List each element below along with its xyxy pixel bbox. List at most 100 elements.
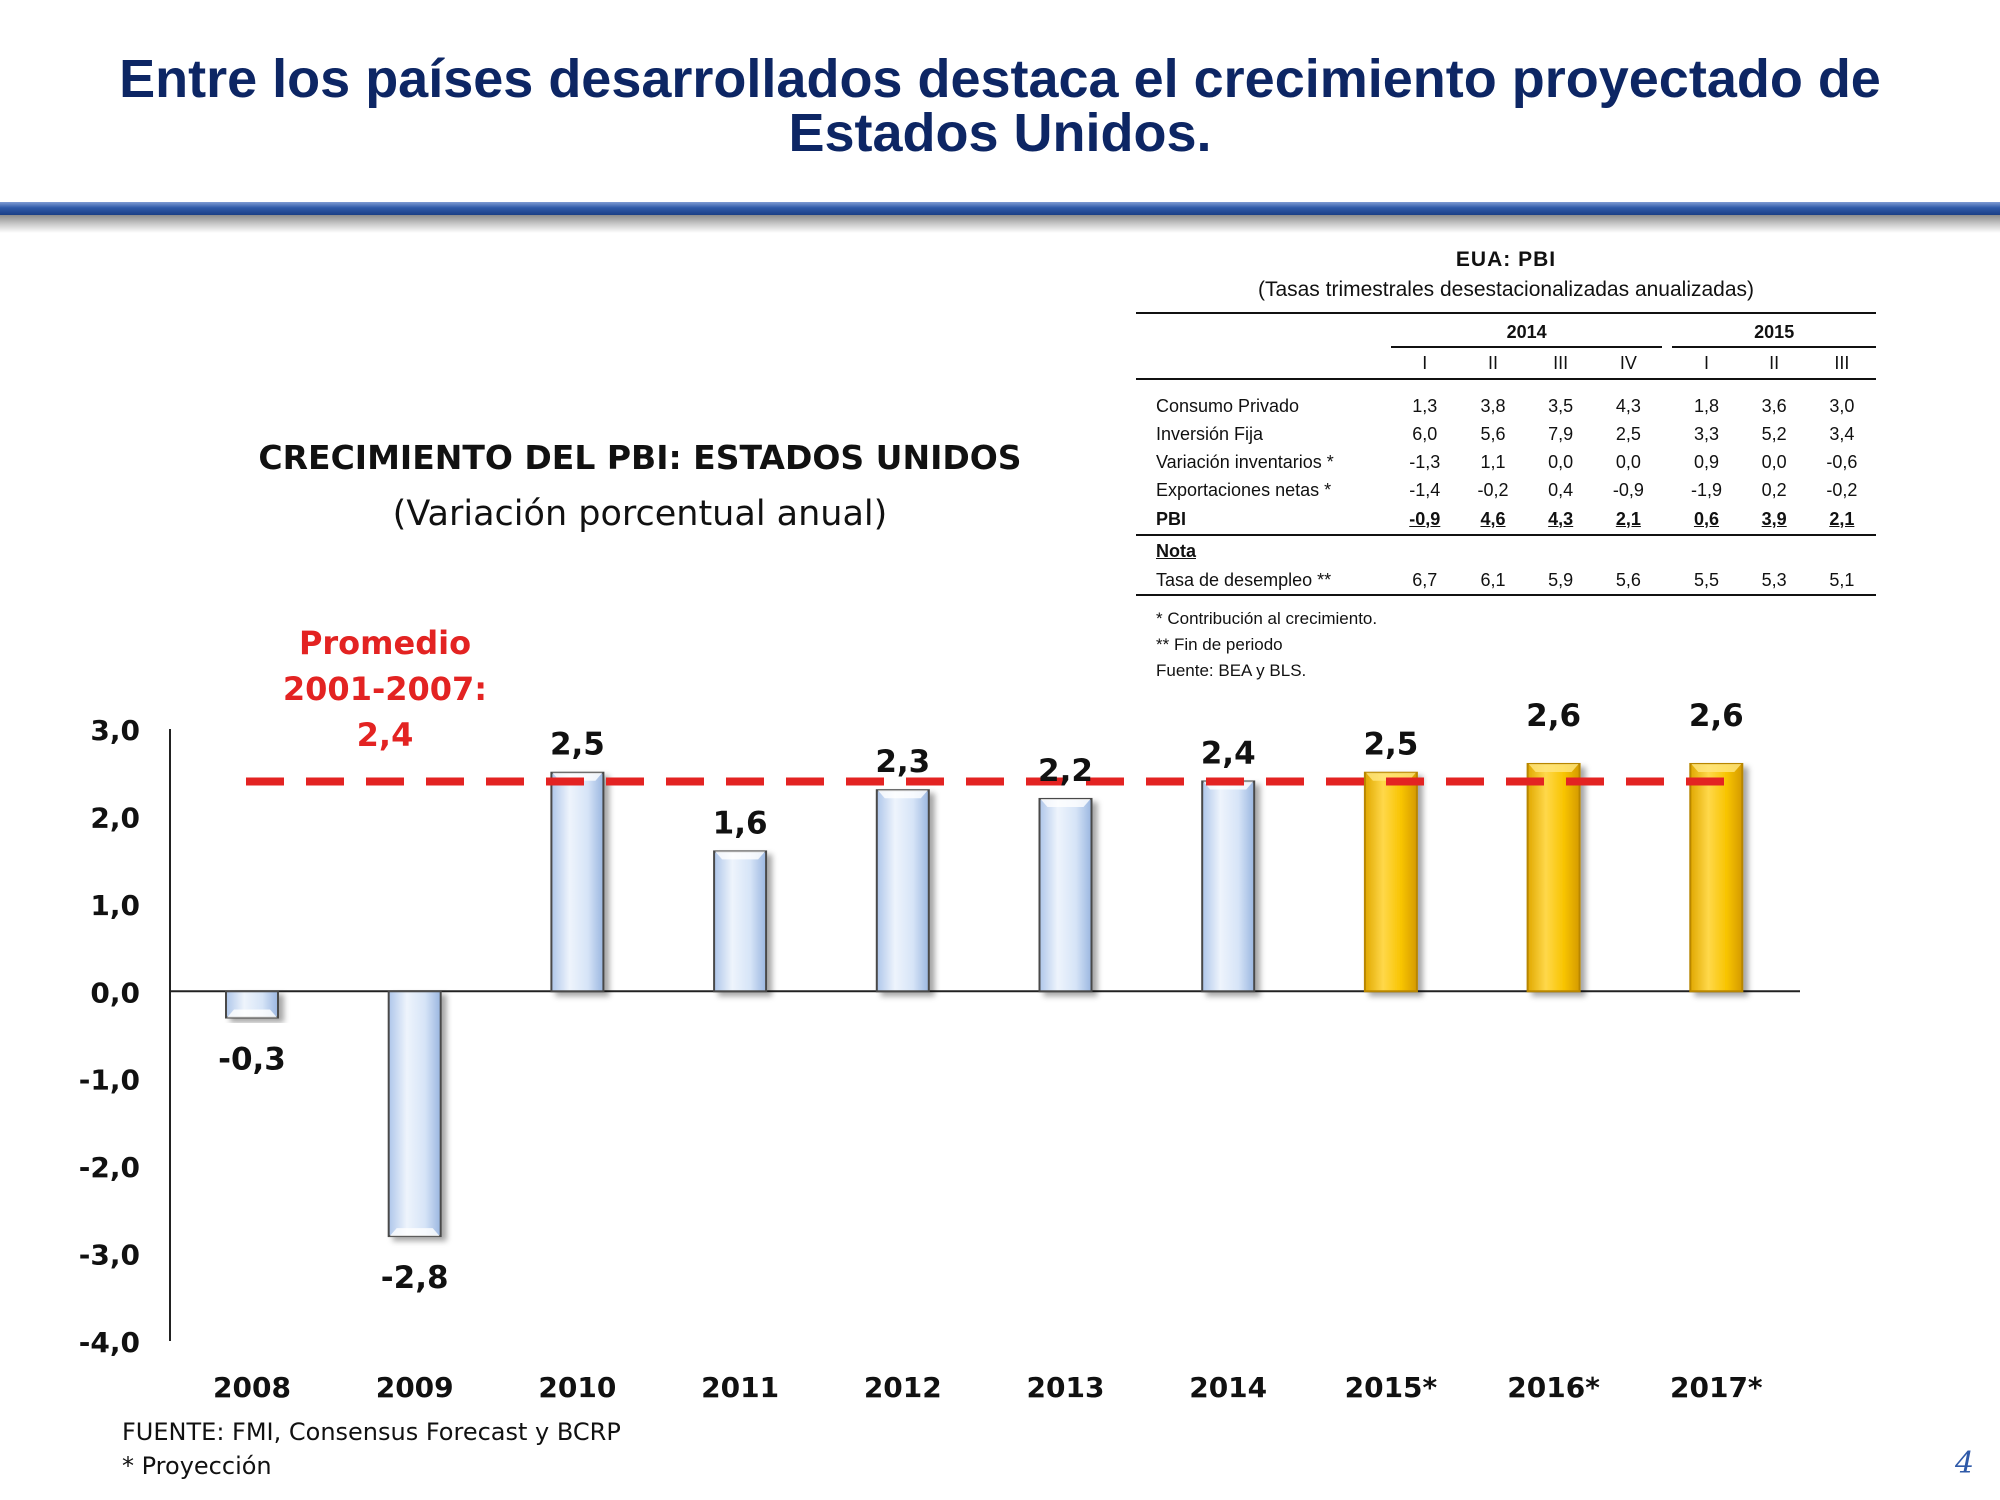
table-row-label: Variación inventarios *: [1156, 451, 1334, 472]
table-cell: 1,3: [1412, 395, 1438, 416]
table-cell: 4,3: [1615, 395, 1641, 416]
bar-bevel: [1040, 798, 1091, 807]
quarter-header: I: [1390, 347, 1459, 380]
table-note-heading: Nota: [1156, 540, 1196, 561]
table-note: * Contribución al crecimiento.: [1156, 609, 1378, 628]
table-cell: 5,6: [1594, 566, 1663, 596]
table-year-header: 2014 2015: [1136, 318, 1876, 348]
table-cell: 0,9: [1693, 451, 1719, 472]
y-tick-label: -2,0: [79, 1151, 140, 1184]
table-row-label: Exportaciones netas *: [1156, 479, 1332, 500]
data-label: -0,3: [218, 1042, 286, 1078]
bar-group: [875, 789, 930, 993]
data-label: 2,6: [1689, 698, 1744, 734]
table-cell: 2,5: [1615, 423, 1641, 444]
table-body: Consumo Privado 1,3 3,8 3,5 4,3 1,8 3,6 3,0 Inve…: [1136, 392, 1876, 504]
x-tick-label: 2010: [538, 1371, 616, 1404]
y-tick-label: 1,0: [90, 889, 140, 922]
table-cell: -0,2: [1477, 479, 1509, 500]
table-cell: 0,0: [1548, 451, 1574, 472]
table-cell: 3,8: [1480, 395, 1506, 416]
table-cell: 3,0: [1829, 395, 1855, 416]
table-cell: 3,4: [1829, 423, 1855, 444]
average-annotation-line2: 2001-2007:: [282, 670, 488, 708]
bar-bevel: [1691, 763, 1742, 772]
y-tick-label: 2,0: [90, 801, 140, 834]
bar-actual: [387, 990, 442, 1238]
bar-bevel: [389, 1228, 440, 1237]
label-layer: -0,3 -2,8 2,5 1,6 2,3 2,2 2,4 2,5 2,6 2,6 2008 2009…: [213, 698, 1763, 1404]
y-tick-label: 0,0: [90, 976, 140, 1009]
bar-projected: [1363, 771, 1418, 993]
slide-title-line1: Entre los países desarrollados destaca e…: [119, 49, 1881, 109]
table-cell: 5,1: [1807, 566, 1876, 596]
bar-group: [225, 990, 279, 1019]
table-title: EUA: PBI: [1455, 248, 1557, 271]
table-cell: 5,9: [1527, 566, 1595, 596]
page-number: 4: [1955, 1446, 1975, 1481]
average-annotation: Promedio 2001-2007: 2,4: [270, 620, 500, 758]
bar-projected: [1689, 762, 1744, 993]
table-cell: 0,4: [1548, 479, 1574, 500]
gdp-quarterly-table-block: EUA: PBI (Tasas trimestrales desestacion…: [1136, 248, 1876, 684]
quarter-header: II: [1458, 347, 1528, 380]
bar-group: [1201, 780, 1256, 993]
table-cell: 6,1: [1458, 566, 1528, 596]
table-cell: -0,6: [1826, 451, 1858, 472]
table-row-unemployment: Tasa de desempleo ** 6,7 6,1 5,9 5,6 5,5…: [1136, 566, 1876, 596]
y-tick-label: 3,0: [90, 714, 140, 747]
table-cell: 2,1: [1615, 508, 1641, 529]
bar-group: [713, 850, 768, 993]
bar-actual: [1038, 797, 1093, 993]
table-quarter-header: I II III IV I II III: [1136, 347, 1876, 380]
table-row-label: Tasa de desempleo **: [1136, 566, 1391, 596]
bar-actual: [875, 789, 930, 993]
y-tick-label: -1,0: [79, 1064, 140, 1097]
table-cell: 3,3: [1693, 423, 1719, 444]
table-cell: 1,8: [1693, 395, 1719, 416]
table-subtitle: (Tasas trimestrales desestacionalizadas …: [1257, 278, 1755, 301]
x-tick-label: 2012: [864, 1371, 942, 1404]
year-header-2014: 2014: [1390, 318, 1663, 348]
data-label: 2,5: [550, 727, 605, 763]
y-tick-label: -3,0: [79, 1239, 140, 1272]
table-cell: -0,9: [1612, 479, 1644, 500]
bar-bevel: [227, 1009, 277, 1018]
quarter-header: III: [1807, 347, 1876, 380]
bar-group: [1038, 797, 1093, 993]
table-cell: 0,6: [1693, 508, 1719, 529]
table-top-rule: [1136, 312, 1876, 318]
bar-group: [387, 990, 442, 1238]
x-tick-label: 2011: [701, 1371, 779, 1404]
bar-group: [550, 771, 605, 993]
table-cell: 5,5: [1672, 566, 1741, 596]
average-annotation-line3: 2,4: [356, 716, 414, 754]
table-cell: -1,9: [1690, 479, 1722, 500]
bar-actual: [1201, 780, 1256, 993]
x-tick-label: 2014: [1189, 1371, 1267, 1404]
average-annotation-line1: Promedio: [298, 624, 472, 662]
title-divider: [0, 202, 2000, 215]
bar-projected: [1526, 762, 1581, 993]
data-label: 2,6: [1526, 698, 1581, 734]
slide-title-line2: Estados Unidos.: [788, 103, 1212, 163]
table-cell: -1,3: [1409, 451, 1441, 472]
slide-title: Entre los países desarrollados destaca e…: [0, 52, 2000, 160]
chart-source: FUENTE: FMI, Consensus Forecast y BCRP: [122, 1418, 621, 1446]
table-cell: 3,6: [1761, 395, 1787, 416]
table-note-heading-row: Nota: [1136, 535, 1876, 566]
quarter-header: II: [1740, 347, 1808, 380]
y-tick-label: -4,0: [79, 1326, 140, 1359]
table-cell: 5,2: [1761, 423, 1787, 444]
table-row-label: PBI: [1136, 504, 1391, 536]
gdp-quarterly-table: 2014 2015 I II III IV I II III Consumo P…: [1136, 312, 1876, 596]
data-label: -2,8: [381, 1260, 449, 1296]
x-tick-label: 2016*: [1507, 1371, 1600, 1404]
quarter-header: III: [1527, 347, 1595, 380]
x-tick-label: 2015*: [1345, 1371, 1438, 1404]
table-cell: 2,1: [1829, 508, 1855, 529]
table-row: Exportaciones netas * -1,4 -0,2 0,4 -0,9 -1,9…: [1136, 476, 1876, 504]
data-label: 2,3: [875, 744, 930, 780]
table-cell: 3,5: [1548, 395, 1574, 416]
